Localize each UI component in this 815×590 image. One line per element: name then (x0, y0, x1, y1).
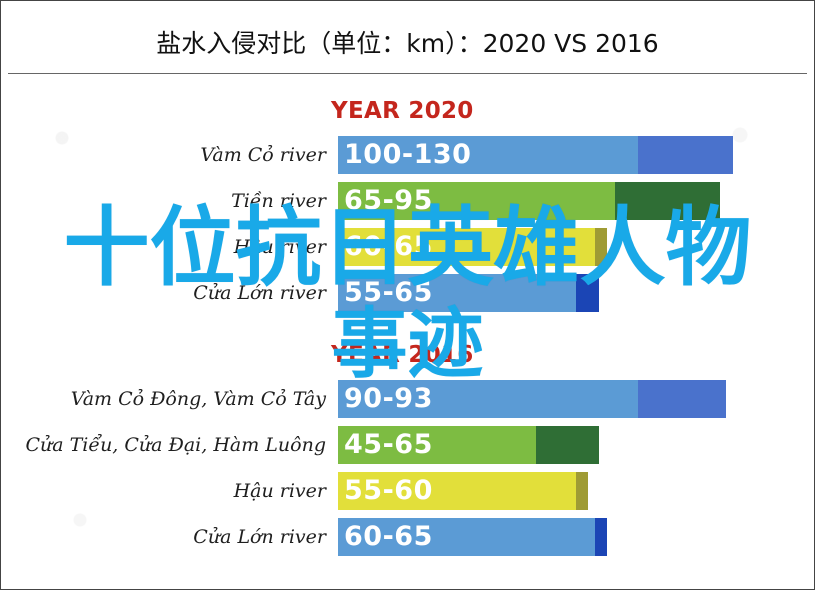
bar-value-label: 65-95 (344, 185, 433, 216)
category-label: Hậu river (233, 236, 326, 258)
bar-value-label: 55-60 (344, 475, 433, 506)
section-heading: YEAR 2016 (331, 342, 474, 368)
category-label: Vàm Cỏ river (200, 144, 326, 166)
bar-min-segment (338, 472, 576, 510)
category-label: Cửa Lớn river (193, 526, 326, 548)
bar-value-label: 100-130 (344, 139, 472, 170)
bar-value-label: 90-93 (344, 383, 433, 414)
bar-range-segment (595, 228, 608, 266)
bar-min-segment (338, 518, 596, 556)
bar-range-segment (595, 518, 608, 556)
category-label: Cửa Lớn river (193, 282, 326, 304)
title-divider (8, 73, 807, 74)
bar-min-segment (338, 380, 638, 418)
bar-value-label: 60-65 (344, 231, 433, 262)
bar-min-segment (338, 136, 638, 174)
category-label: Hậu river (233, 480, 326, 502)
bar-range-segment (638, 380, 727, 418)
bar-range-segment (575, 472, 588, 510)
bar-value-label: 60-65 (344, 521, 433, 552)
category-label: Cửa Tiểu, Cửa Đại, Hàm Luông (25, 434, 326, 456)
bar-range-segment (575, 274, 600, 312)
category-label: Tiền river (231, 190, 326, 212)
chart-title: 盐水入侵对比（单位：km）：2020 VS 2016 (156, 29, 659, 58)
bar-range-segment (615, 182, 720, 220)
bar-value-label: 45-65 (344, 429, 433, 460)
bar-value-label: 55-65 (344, 277, 433, 308)
bar-min-segment (338, 274, 576, 312)
bar-range-segment (638, 136, 733, 174)
bar-range-segment (536, 426, 600, 464)
category-label: Vàm Cỏ Đông, Vàm Cỏ Tây (70, 388, 326, 410)
section-heading: YEAR 2020 (331, 98, 474, 124)
bar-min-segment (338, 228, 596, 266)
bar-min-segment (338, 182, 616, 220)
bar-min-segment (338, 426, 536, 464)
